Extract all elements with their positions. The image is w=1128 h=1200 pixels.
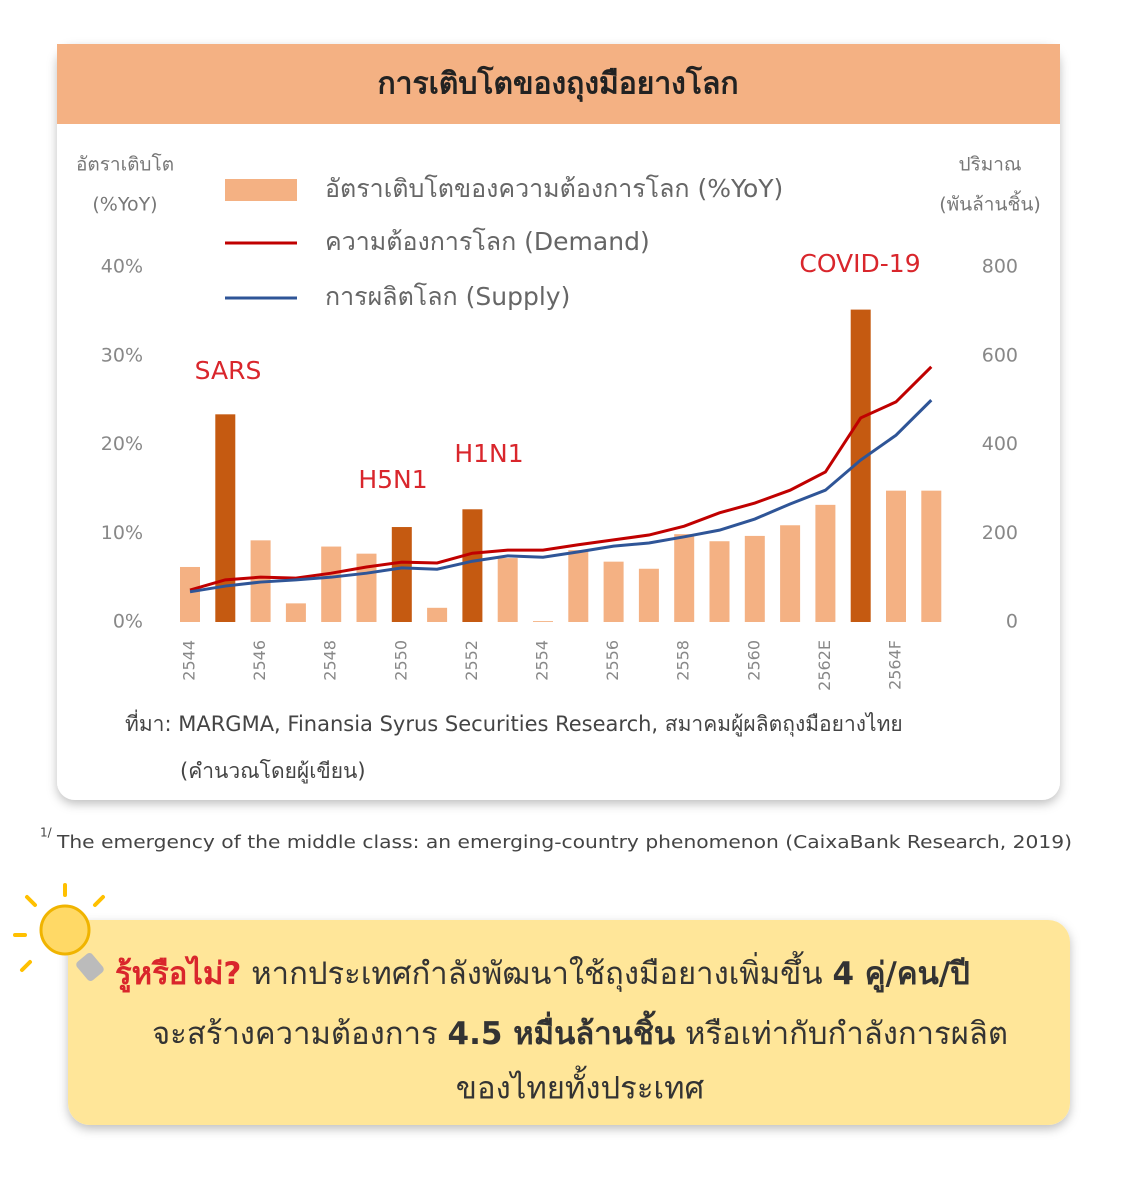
bar	[709, 541, 730, 622]
bulb-icon	[13, 883, 105, 981]
footnote: The emergency of the middle class: an em…	[56, 832, 1072, 853]
callout-line: รู้หรือไม่? หากประเทศกำลังพัฒนาใช้ถุงมือ…	[115, 951, 970, 993]
y-tick-label: 20%	[101, 433, 143, 455]
callout-box	[68, 920, 1070, 1125]
legend-swatch	[225, 179, 297, 201]
title-banner	[57, 44, 1060, 124]
annotation: H5N1	[358, 465, 427, 494]
callout-text: หรือเท่ากับกำลังการผลิต	[685, 1016, 1008, 1052]
x-tick-label: 2548	[321, 640, 340, 681]
line	[189, 365, 933, 592]
legend-label: อัตราเติบโตของความต้องการโลก (%YoY)	[325, 174, 783, 203]
y2-tick-label: 0	[1006, 611, 1018, 633]
y-axis-label: อัตราเติบโต	[76, 153, 174, 176]
annotation: SARS	[195, 356, 262, 385]
line	[189, 399, 933, 594]
y-tick-label: 0%	[113, 611, 143, 633]
legend-label: ความต้องการโลก (Demand)	[325, 227, 650, 256]
x-tick-label: 2562E	[815, 640, 834, 691]
bar	[921, 490, 942, 622]
bar	[850, 309, 871, 622]
source: (คำนวณโดยผู้เขียน)	[180, 759, 366, 784]
callout-number: 4 คู่/คน/ปี	[832, 956, 969, 993]
y-tick-label: 30%	[101, 344, 143, 366]
bar	[638, 568, 659, 622]
bar	[744, 535, 765, 622]
source: ที่มา: MARGMA, Finansia Syrus Securities…	[125, 709, 903, 737]
bar	[462, 509, 483, 622]
bar	[886, 490, 906, 622]
callout-text: จะสร้างความต้องการ	[152, 1016, 438, 1052]
bar	[356, 553, 377, 622]
annotation: COVID-19	[799, 249, 920, 278]
y2-tick-label: 800	[982, 256, 1018, 278]
bar	[497, 558, 518, 622]
chart-title: การเติบโตของถุงมือยางโลก	[377, 65, 738, 103]
bar	[815, 504, 836, 622]
legend-label: การผลิตโลก (Supply)	[325, 282, 570, 311]
callout-line: จะสร้างความต้องการ 4.5 หมื่นล้านชิ้น หรื…	[152, 1010, 1008, 1052]
bar	[568, 550, 589, 622]
bar	[780, 525, 801, 622]
y2-axis-label: (พันล้านชิ้น)	[939, 191, 1041, 216]
y-tick-label: 10%	[101, 522, 143, 544]
bar	[427, 607, 448, 622]
x-tick-label: 2550	[391, 640, 410, 681]
y2-axis-label: ปริมาณ	[958, 154, 1021, 176]
callout-line: ของไทยทั้งประเทศ	[456, 1066, 705, 1107]
bar	[215, 414, 236, 622]
x-tick-label: 2552	[462, 640, 481, 681]
y2-tick-label: 600	[982, 344, 1018, 366]
x-tick-label: 2554	[533, 640, 552, 681]
y-axis-label: (%YoY)	[92, 194, 157, 216]
callout-number: 4.5 หมื่นล้านชิ้น	[448, 1010, 676, 1052]
bar	[674, 534, 695, 622]
chart-card	[57, 44, 1060, 800]
bar	[603, 561, 624, 622]
x-tick-label: 2556	[603, 640, 622, 681]
annotation: H1N1	[454, 439, 523, 468]
bar	[321, 546, 342, 622]
y2-tick-label: 200	[982, 522, 1018, 544]
x-tick-label: 2544	[180, 640, 199, 681]
bar	[180, 566, 200, 622]
callout-text: หากประเทศกำลังพัฒนาใช้ถุงมือยางเพิ่มขึ้น	[251, 951, 822, 993]
x-tick-label: 2546	[250, 640, 269, 681]
bar	[391, 527, 412, 622]
x-tick-label: 2560	[744, 640, 763, 681]
callout-highlight: รู้หรือไม่?	[115, 955, 241, 993]
footnote-mark: 1/	[40, 826, 53, 840]
bar	[285, 603, 306, 622]
y2-tick-label: 400	[982, 433, 1018, 455]
x-tick-label: 2564F	[886, 640, 905, 690]
x-tick-label: 2558	[674, 640, 693, 681]
y-tick-label: 40%	[101, 256, 143, 278]
bar	[533, 621, 553, 622]
